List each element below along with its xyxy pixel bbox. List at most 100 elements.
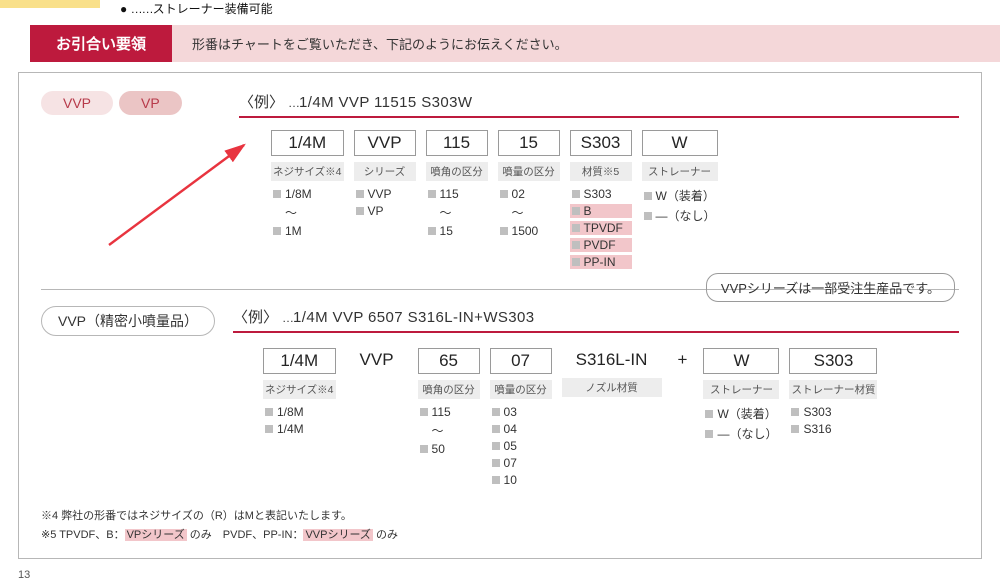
- spec-option: W（装着）: [642, 187, 718, 204]
- spec-column: 07 噴量の区分 03 04 05 07 10: [490, 348, 552, 487]
- spec-options: S303 B TPVDF PVDF PP-IN: [570, 187, 632, 269]
- spec-option: 1500: [498, 224, 560, 238]
- pill-vp: VP: [119, 91, 182, 115]
- spec-label: シリーズ: [354, 162, 416, 181]
- spec-option: W（装着）: [703, 405, 779, 422]
- spec-label: 噴量の区分: [490, 380, 552, 399]
- spec-option: 1/4M: [263, 422, 336, 436]
- spec-label: ストレーナー材質: [789, 380, 877, 399]
- spec-options: 115 〜 50: [418, 405, 480, 456]
- spec-option: 115: [418, 405, 480, 419]
- spec-option: PVDF: [570, 238, 632, 252]
- spec-column: W ストレーナー W（装着） ―（なし）: [642, 130, 718, 224]
- spec-option: 04: [490, 422, 552, 436]
- spec-label: ノズル材質: [562, 378, 662, 397]
- spec-option: PP-IN: [570, 255, 632, 269]
- spec-label: ネジサイズ※4: [263, 380, 336, 399]
- spec-option: 1M: [271, 224, 344, 238]
- spec-option: 〜: [271, 204, 344, 221]
- pill-vvp: VVP: [41, 91, 113, 115]
- spec-value: S316L-IN: [562, 348, 662, 372]
- spec-option: B: [570, 204, 632, 218]
- spec-options: S303 S316: [789, 405, 877, 436]
- spec-column: S303 ストレーナー材質 S303 S316: [789, 348, 877, 436]
- spec-option: S303: [789, 405, 877, 419]
- sec2-header-row: VVP（精密小噴量品） 〈例〉 … 1/4M VVP 6507 S316L-IN…: [41, 306, 959, 336]
- spec-option: 03: [490, 405, 552, 419]
- spec-column: S303 材質※5 S303 B TPVDF PVDF PP-IN: [570, 130, 632, 269]
- sec2-pill-wrap: VVP（精密小噴量品）: [41, 306, 215, 336]
- footnotes: ※4 弊社の形番ではネジサイズの（R）はMと表記いたします。 ※5 TPVDF、…: [41, 507, 959, 544]
- spec-column: 65 噴角の区分 115 〜 50: [418, 348, 480, 456]
- sec1-header-row: VVP VP 〈例〉 … 1/4M VVP 11515 S303W: [41, 91, 959, 118]
- sec2-example: 〈例〉 … 1/4M VVP 6507 S316L-IN+WS303: [233, 306, 959, 333]
- spec-options: W（装着）―（なし）: [703, 405, 779, 442]
- spec-value: 1/4M: [271, 130, 344, 156]
- spec-option: 50: [418, 442, 480, 456]
- spec-option: TPVDF: [570, 221, 632, 235]
- header-bar: お引合い要領 形番はチャートをご覧いただき、下記のようにお伝えください。: [0, 25, 1000, 62]
- page-number: 13: [18, 569, 1000, 581]
- spec-column: 1/4Mネジサイズ※41/8M〜1M: [271, 130, 344, 238]
- spec-value: VVP: [346, 348, 408, 372]
- yellow-tab: [0, 0, 100, 8]
- spec-option: 〜: [418, 422, 480, 439]
- spec-option: S316: [789, 422, 877, 436]
- spec-column: S316L-IN ノズル材質: [562, 348, 662, 397]
- spec-label: 噴角の区分: [418, 380, 480, 399]
- page: ……ストレーナー装備可能 お引合い要領 形番はチャートをご覧いただき、下記のよう…: [0, 0, 1000, 581]
- spec-column: VVP: [346, 348, 408, 372]
- spec-options: 1/8M 1/4M: [263, 405, 336, 436]
- spec-value: 115: [426, 130, 488, 156]
- spec-option: VVP: [354, 187, 416, 201]
- pill-vvp-precision: VVP（精密小噴量品）: [41, 306, 215, 336]
- spec-option: 10: [490, 473, 552, 487]
- spec-option: 115: [426, 187, 488, 201]
- spec-options: W（装着） ―（なし）: [642, 187, 718, 224]
- header-instruction: 形番はチャートをご覧いただき、下記のようにお伝えください。: [172, 25, 1000, 62]
- spec-value: 15: [498, 130, 560, 156]
- spec-label: ストレーナー: [703, 380, 779, 399]
- sec1-spec-row: 1/4Mネジサイズ※41/8M〜1MVVPシリーズVVPVP115噴角の区分11…: [271, 130, 959, 269]
- spec-option: 07: [490, 456, 552, 470]
- spec-option: S303: [570, 187, 632, 201]
- spec-label: 材質※5: [570, 162, 632, 181]
- top-equipment-note: ……ストレーナー装備可能: [120, 0, 1000, 17]
- spec-label: 噴量の区分: [498, 162, 560, 181]
- spec-value: W: [642, 130, 718, 156]
- content-box: VVP VP 〈例〉 … 1/4M VVP 11515 S303W 1/4M ネジ…: [18, 72, 982, 559]
- spec-value: W: [703, 348, 779, 374]
- spec-column: 115 噴角の区分 115 〜 15: [426, 130, 488, 238]
- header-badge: お引合い要領: [30, 25, 172, 62]
- sec1-example: 〈例〉 … 1/4M VVP 11515 S303W: [239, 91, 959, 118]
- spec-options: VVP VP: [354, 187, 416, 218]
- spec-option: 1/8M: [263, 405, 336, 419]
- spec-label: 噴角の区分: [426, 162, 488, 181]
- spec-option: ―（なし）: [642, 207, 718, 224]
- spec-option: 05: [490, 439, 552, 453]
- spec-label: ネジサイズ※4: [271, 162, 344, 181]
- spec-value: 07: [490, 348, 552, 374]
- spec-option: 15: [426, 224, 488, 238]
- spec-column: 15 噴量の区分 02 〜 1500: [498, 130, 560, 238]
- spec-value: VVP: [354, 130, 416, 156]
- spec-options: 02 〜 1500: [498, 187, 560, 238]
- footnote-4: ※4 弊社の形番ではネジサイズの（R）はMと表記いたします。: [41, 507, 959, 526]
- spec-label: ストレーナー: [642, 162, 718, 181]
- spec-column: W ストレーナー W（装着）―（なし）: [703, 348, 779, 442]
- spec-option: VP: [354, 204, 416, 218]
- spec-option: 〜: [498, 204, 560, 221]
- plus-sign: +: [672, 348, 694, 372]
- spec-value: 65: [418, 348, 480, 374]
- spec-option: 02: [498, 187, 560, 201]
- spec-value: 1/4M: [263, 348, 336, 374]
- spec-column: 1/4M ネジサイズ※4 1/8M 1/4M: [263, 348, 336, 436]
- spec-value: S303: [570, 130, 632, 156]
- spec-options: 1/8M〜1M: [271, 187, 344, 238]
- spec-options: 03 04 05 07 10: [490, 405, 552, 487]
- spec-value: S303: [789, 348, 877, 374]
- arrow-annotation: [99, 135, 269, 255]
- sec1-pills: VVP VP: [41, 91, 239, 115]
- spec-option: 〜: [426, 204, 488, 221]
- spec-column: VVP シリーズ VVP VP: [354, 130, 416, 218]
